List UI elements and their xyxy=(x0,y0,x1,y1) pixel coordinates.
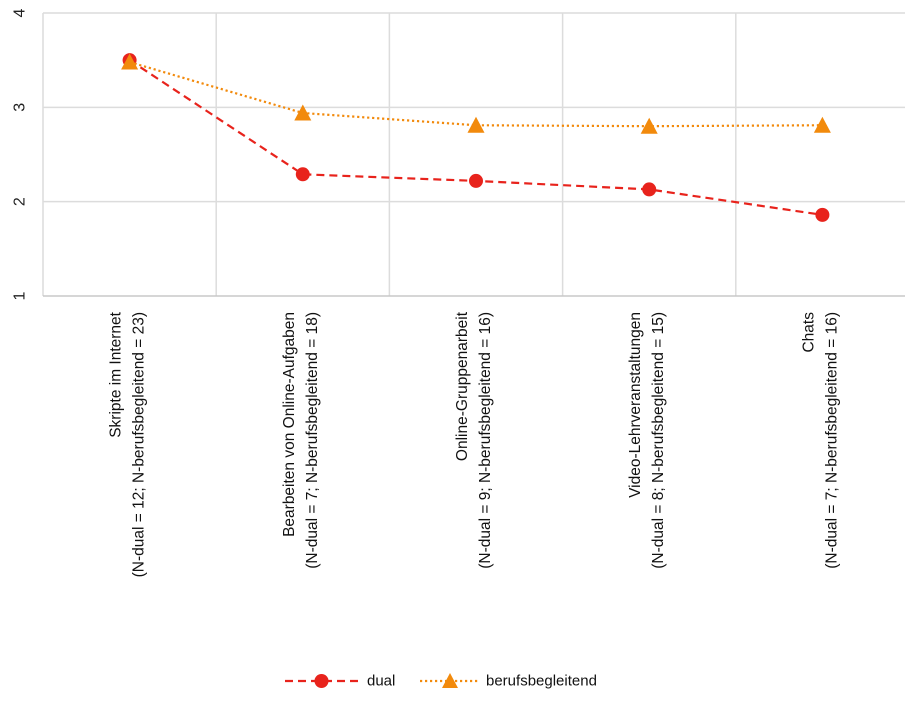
legend-label: berufsbegleitend xyxy=(486,673,597,690)
data-point-berufsbegleitend xyxy=(813,116,831,133)
data-point-berufsbegleitend xyxy=(640,117,658,134)
y-tick-label: 1 xyxy=(12,291,29,300)
y-tick-label: 4 xyxy=(12,8,29,17)
series-line-dual xyxy=(128,59,823,216)
data-point-berufsbegleitend xyxy=(467,116,485,133)
data-point-berufsbegleitend xyxy=(121,53,139,70)
data-point-dual xyxy=(469,173,483,188)
legend-item-dual: dual xyxy=(285,673,395,690)
legend-marker-circle-icon xyxy=(314,674,329,688)
x-category-label: Online-Gruppenarbeit (N-dual = 9; N-beruf… xyxy=(454,311,494,568)
series-line-berufsbegleitend xyxy=(129,60,823,128)
x-category-label-line: Online-Gruppenarbeit xyxy=(454,311,471,461)
x-category-label-line: (N-dual = 12; N-berufsbegleitend = 23) xyxy=(131,312,148,577)
grid-lines xyxy=(42,12,905,297)
x-category-label: Chats (N-dual = 7; N-berufsbegleitend = 1… xyxy=(800,312,840,569)
data-point-dual xyxy=(642,182,657,197)
x-category-label: Video-Lehrveranstaltungen (N-dual = 8; N-… xyxy=(627,312,667,569)
data-point-dual xyxy=(815,207,830,222)
y-tick-label: 3 xyxy=(12,103,29,112)
legend-marker-triangle-icon xyxy=(442,673,458,688)
x-category-label-line: (N-dual = 8; N-berufsbegleitend = 15) xyxy=(650,312,667,569)
x-axis-labels: Skripte im Internet (N-dual = 12; N-beruf… xyxy=(108,311,841,577)
x-category-label-line: (N-dual = 7; N-berufsbegleitend = 16) xyxy=(823,312,840,569)
x-category-label-line: (N-dual = 9; N-berufsbegleitend = 16) xyxy=(477,312,494,569)
x-category-label-line: (N-dual = 7; N-berufsbegleitend = 18) xyxy=(304,312,321,569)
data-point-dual xyxy=(295,167,310,182)
y-tick-label: 2 xyxy=(12,197,29,206)
x-category-label: Skripte im Internet (N-dual = 12; N-beruf… xyxy=(108,311,148,577)
legend: dual berufsbegleitend xyxy=(285,673,597,690)
x-category-label: Bearbeiten von Online-Aufgaben (N-dual = … xyxy=(281,312,321,569)
series-layer xyxy=(121,53,831,222)
x-category-label-line: Chats xyxy=(800,312,817,353)
x-category-label-line: Video-Lehrveranstaltungen xyxy=(627,312,644,498)
legend-item-berufsbegleitend: berufsbegleitend xyxy=(420,673,597,690)
x-category-label-line: Bearbeiten von Online-Aufgaben xyxy=(281,312,298,537)
series-berufsbegleitend xyxy=(121,53,831,134)
x-category-label-line: Skripte im Internet xyxy=(108,311,125,437)
y-axis-ticks: 1 2 3 4 xyxy=(12,8,29,300)
legend-label: dual xyxy=(367,673,395,690)
data-point-berufsbegleitend xyxy=(294,104,312,121)
series-dual xyxy=(122,53,830,222)
